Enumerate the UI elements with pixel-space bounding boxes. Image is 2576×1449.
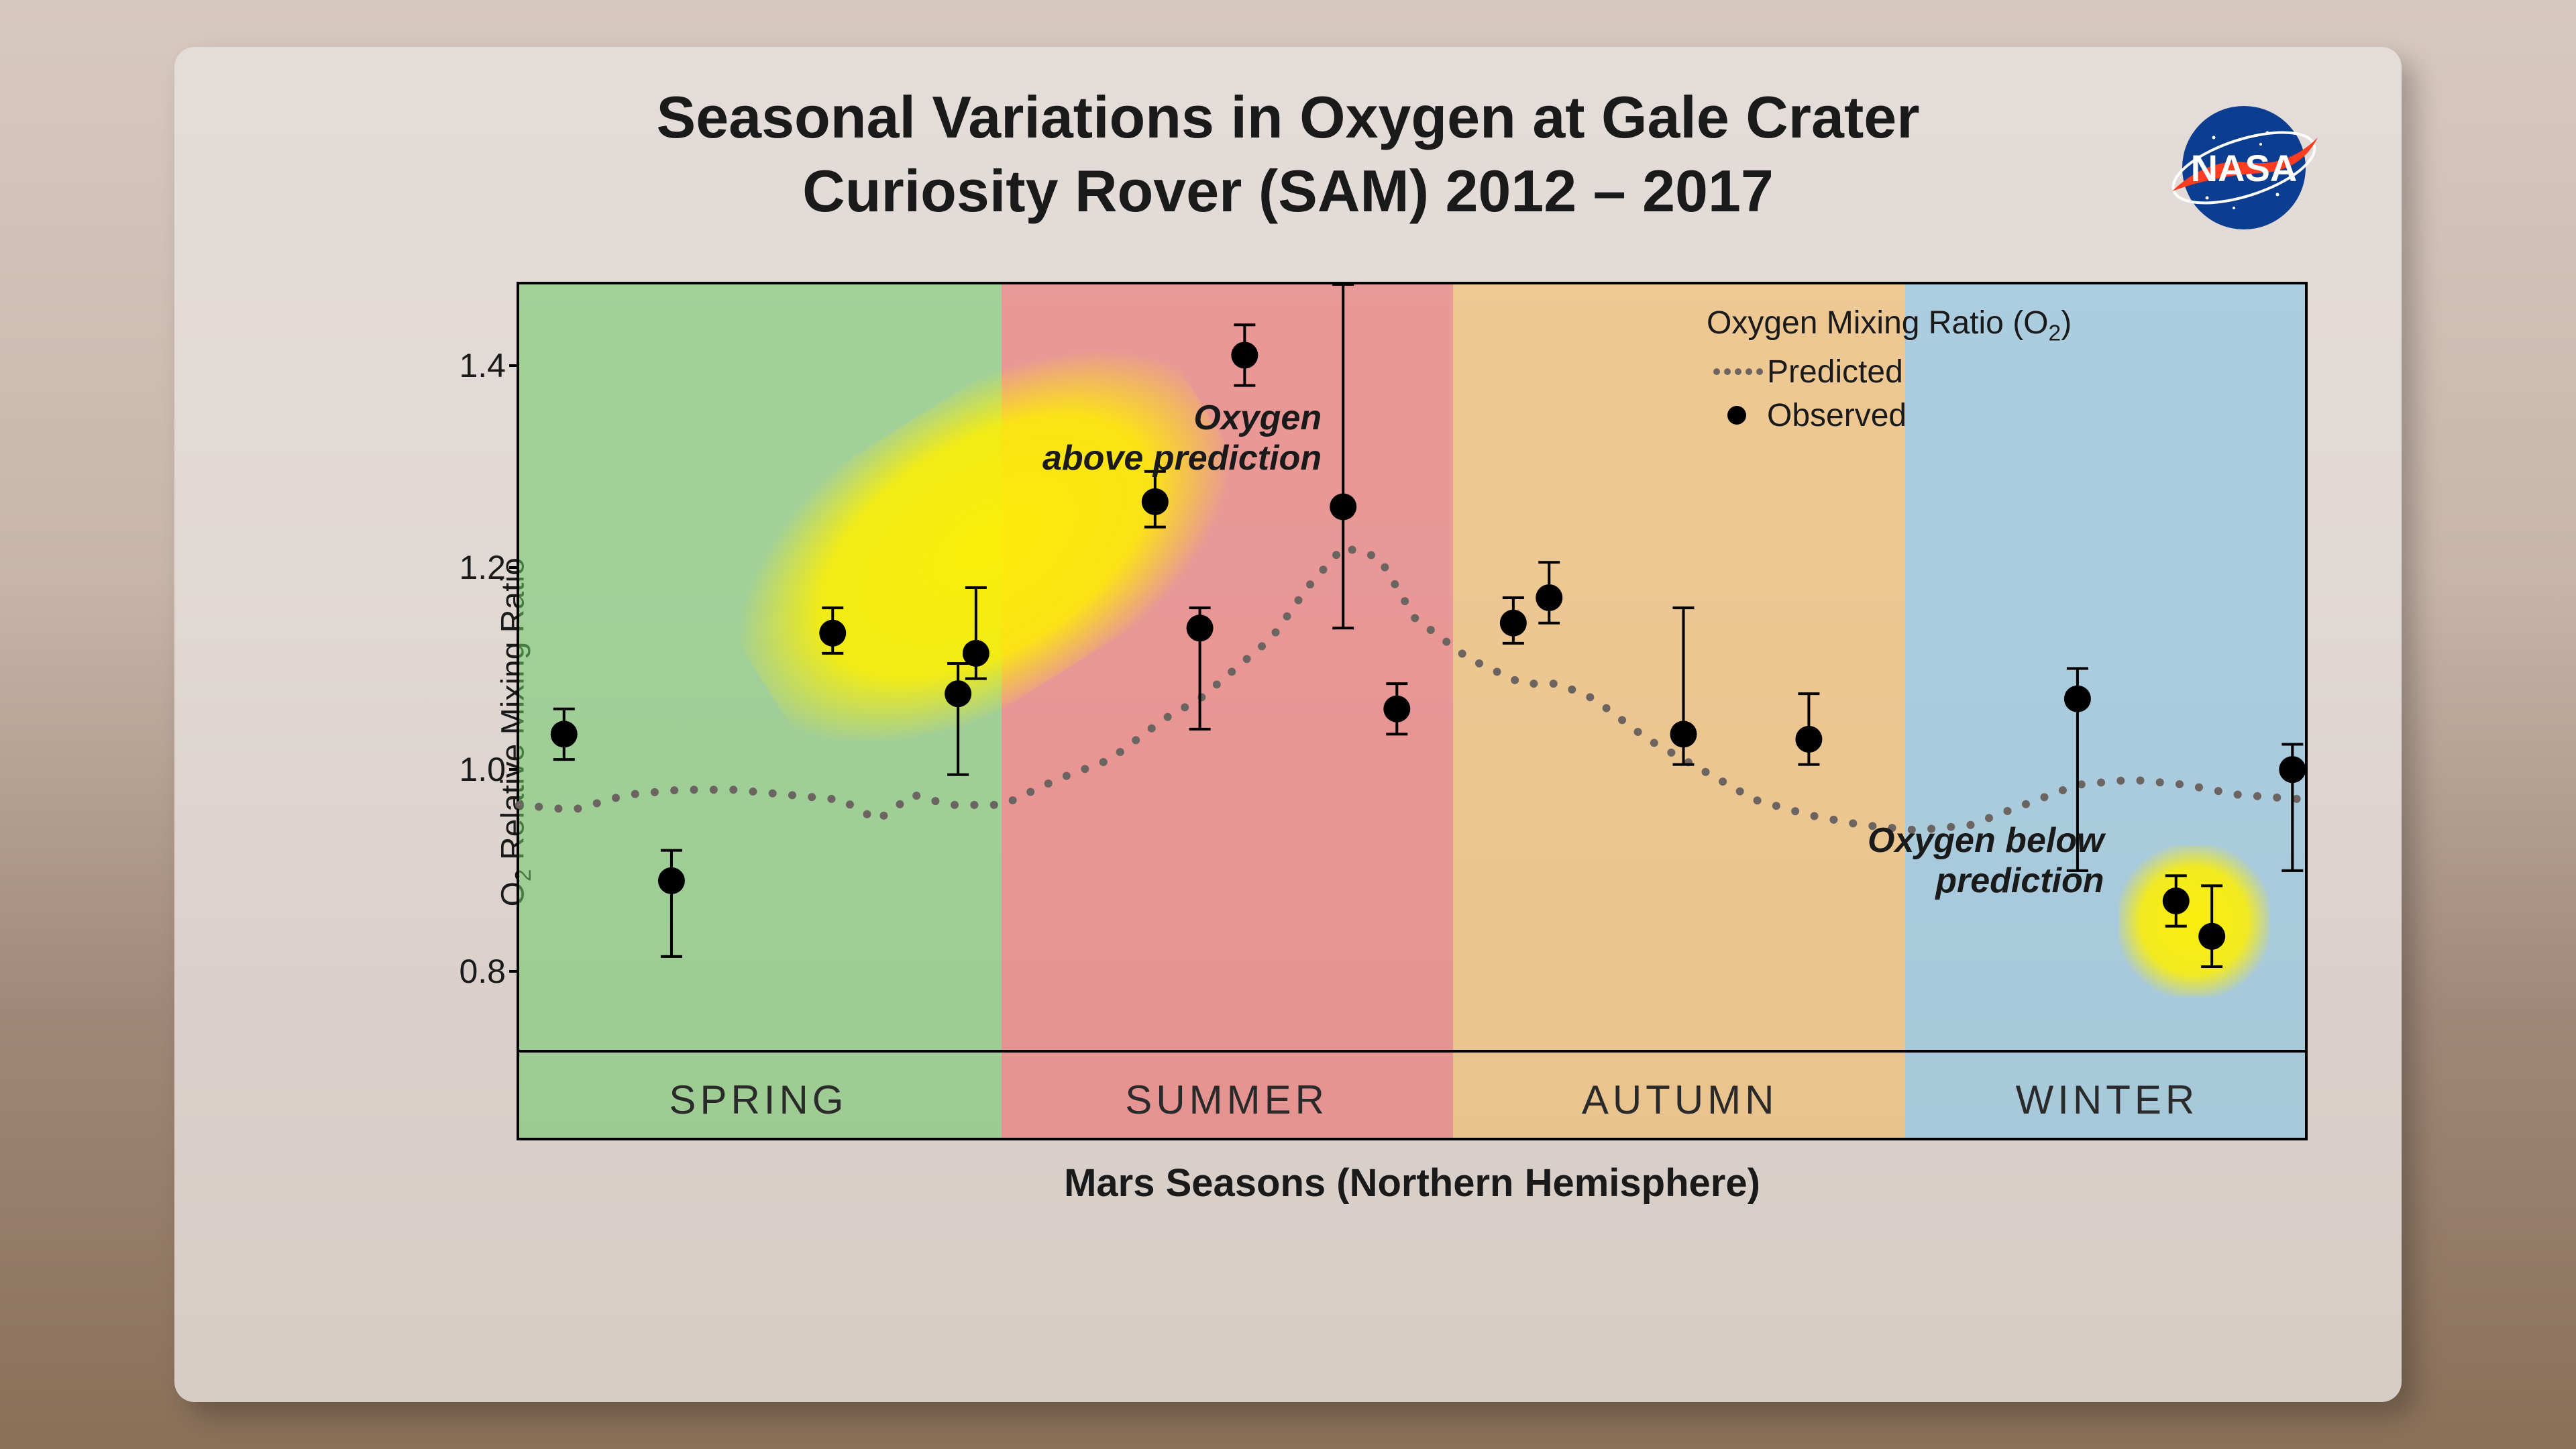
- legend-predicted-icon: [1707, 365, 1767, 378]
- y-tick: 0.8: [459, 952, 506, 991]
- annotation-above: Oxygen above prediction: [1042, 398, 1322, 479]
- plot-area: 0.81.01.21.4 Oxygen Mixing Ratio (O2) Pr…: [517, 282, 2308, 1140]
- data-point: [2279, 744, 2306, 870]
- x-axis-label: Mars Seasons (Northern Hemisphere): [517, 1161, 2308, 1205]
- legend-observed: Observed: [1707, 397, 2072, 434]
- data-point: [1383, 684, 1410, 734]
- data-point: [1187, 608, 1214, 729]
- nasa-logo: NASA: [2167, 101, 2321, 238]
- title-line-2: Curiosity Rover (SAM) 2012 – 2017: [174, 154, 2402, 228]
- title-line-1: Seasonal Variations in Oxygen at Gale Cr…: [174, 80, 2402, 154]
- data-point: [2198, 885, 2225, 967]
- data-point: [1795, 694, 1822, 764]
- data-point: [1500, 598, 1527, 643]
- legend: Oxygen Mixing Ratio (O2) Predicted Obser…: [1707, 305, 2072, 434]
- data-point: [945, 663, 971, 775]
- legend-observed-icon: [1707, 405, 1767, 425]
- data-point: [1670, 608, 1697, 765]
- annotation-below: Oxygen below prediction: [1868, 821, 2104, 902]
- data-point: [1330, 284, 1356, 628]
- chart-panel: Seasonal Variations in Oxygen at Gale Cr…: [174, 47, 2402, 1402]
- svg-text:NASA: NASA: [2191, 147, 2298, 189]
- data-point: [1536, 562, 1562, 623]
- y-tick: 1.0: [459, 750, 506, 789]
- data-point: [2163, 875, 2190, 926]
- data-point: [1231, 325, 1258, 385]
- data-point: [551, 709, 578, 759]
- data-point: [1142, 472, 1169, 527]
- data-point: [658, 851, 685, 957]
- title-block: Seasonal Variations in Oxygen at Gale Cr…: [174, 47, 2402, 228]
- y-tick: 1.2: [459, 548, 506, 587]
- data-point: [819, 608, 846, 653]
- season-divider: [517, 1050, 2308, 1053]
- legend-title: Oxygen Mixing Ratio (O2): [1707, 305, 2072, 347]
- data-point: [963, 588, 989, 679]
- legend-predicted: Predicted: [1707, 354, 2072, 390]
- chart-area: O2 Relative Mixing Ratio 0.81.01.21.4 Ox…: [443, 282, 2308, 1261]
- y-tick: 1.4: [459, 346, 506, 385]
